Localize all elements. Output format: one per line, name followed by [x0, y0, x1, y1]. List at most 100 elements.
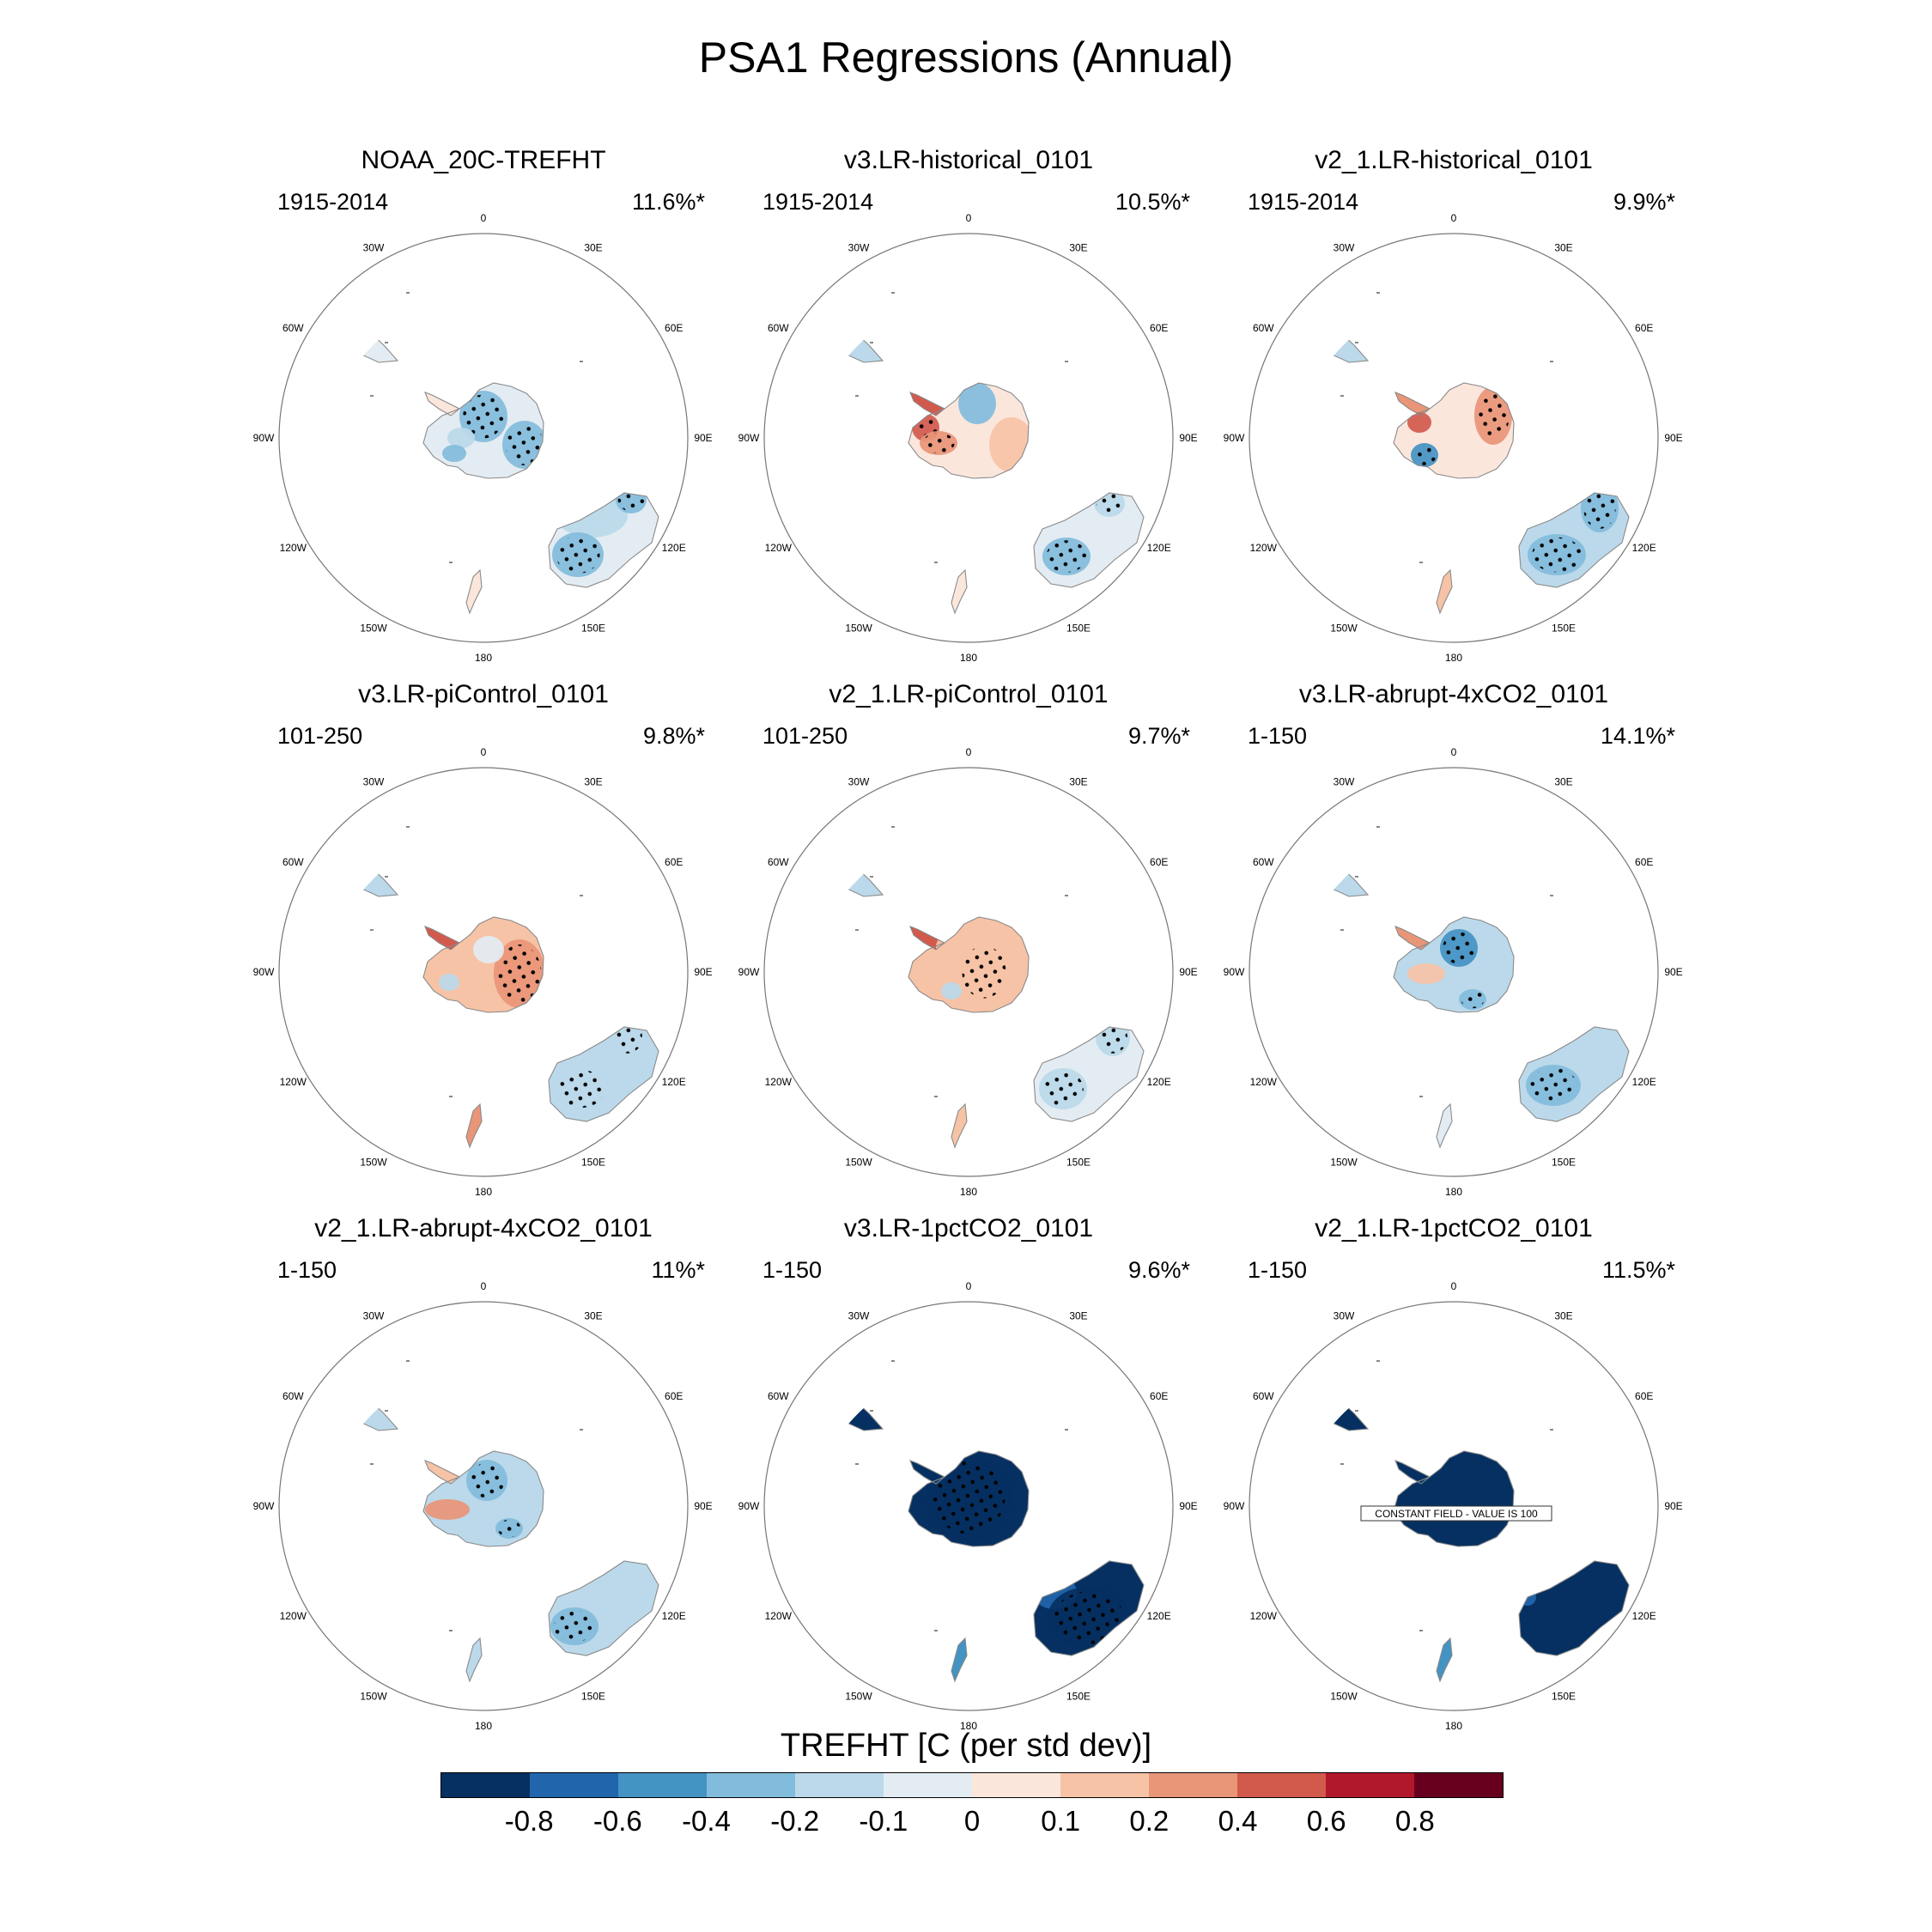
island: [1340, 395, 1344, 397]
land-peninsula: [910, 927, 945, 950]
longitude-label: 150W: [1330, 623, 1358, 635]
island: [1550, 1429, 1553, 1431]
colorbar-swatch: [1060, 1773, 1149, 1797]
island: [1355, 1410, 1358, 1412]
island: [385, 342, 388, 343]
anomaly-patch: [809, 1393, 850, 1424]
longitude-label: 120E: [662, 542, 686, 554]
longitude-label: 60E: [665, 856, 683, 868]
land-nz: [466, 570, 482, 613]
island: [1419, 562, 1423, 563]
significance-stipple: [1284, 827, 1314, 877]
map-boundary: [278, 233, 689, 643]
polar-map: 0 30E 60E 90E 120E 150E 180 150W 120W 90W 60W 30W: [738, 212, 1198, 664]
panel-period: 1-150: [1248, 1257, 1308, 1283]
colorbar-tick-label: -0.8: [504, 1805, 554, 1837]
land-nz: [951, 1104, 967, 1147]
significance-stipple: [617, 488, 645, 512]
longitude-label: 90W: [738, 432, 760, 444]
longitude-label: 30E: [584, 241, 602, 253]
land-nz: [1437, 1638, 1452, 1681]
island: [1376, 1360, 1380, 1362]
island: [891, 1360, 895, 1362]
longitude-label: 0: [481, 212, 487, 224]
longitude-label: 90W: [253, 966, 275, 978]
island: [891, 292, 895, 294]
land-madagascar: [617, 292, 624, 311]
constant-field-text: CONSTANT FIELD - VALUE IS 100: [1375, 1508, 1538, 1520]
longitude-label: 60E: [665, 1390, 683, 1402]
land-nz: [466, 1638, 482, 1681]
map-boundary: [763, 767, 1174, 1177]
land-madagascar: [1102, 292, 1109, 311]
longitude-label: 150E: [1066, 1157, 1091, 1169]
island: [891, 826, 895, 828]
land-peninsula: [425, 927, 459, 950]
panel-title: v2_1.LR-abrupt-4xCO2_0101: [314, 1214, 653, 1242]
island: [934, 562, 938, 563]
island: [449, 562, 453, 563]
longitude-label: 60E: [1150, 856, 1168, 868]
colorbar: [440, 1772, 1504, 1798]
map-boundary: [278, 1301, 689, 1711]
colorbar-tick-label: 0.2: [1129, 1805, 1170, 1837]
land-peninsula: [425, 1461, 459, 1484]
colorbar-swatch: [530, 1773, 618, 1797]
longitude-label: 0: [481, 746, 487, 758]
significance-stipple: [1583, 488, 1616, 529]
land-nz: [466, 1104, 482, 1147]
figure-title: PSA1 Regressions (Annual): [698, 33, 1234, 82]
land-peninsula: [1395, 927, 1430, 950]
map-panel: v2_1.LR-1pctCO2_0101 1-150 11.5%* 0 30E 60E 90…: [1213, 1214, 1694, 1764]
land-samerica: [799, 285, 883, 362]
panel-variance-pct: 10.5%*: [1115, 189, 1190, 215]
longitude-label: 90W: [1224, 432, 1245, 444]
land-madagascar: [1587, 826, 1595, 845]
island: [580, 1429, 583, 1431]
significance-stipple: [922, 433, 955, 453]
anomaly-patch: [313, 819, 358, 878]
map-boundary: [1249, 767, 1659, 1177]
longitude-label: 90E: [1179, 1500, 1197, 1512]
longitude-label: 150E: [1066, 623, 1091, 635]
panel-period: 1915-2014: [762, 189, 874, 215]
longitude-label: 180: [475, 1186, 492, 1198]
land-samerica: [313, 819, 398, 896]
constant-field-note: CONSTANT FIELD - VALUE IS 100: [1360, 1505, 1552, 1522]
longitude-label: 60W: [768, 322, 789, 334]
longitude-label: 30W: [363, 775, 385, 787]
island: [580, 361, 583, 362]
longitude-label: 120W: [280, 1076, 307, 1088]
panel-period: 1-150: [762, 1257, 823, 1283]
longitude-label: 90W: [253, 1500, 275, 1512]
land-peninsula: [910, 392, 945, 416]
significance-stipple: [962, 945, 1006, 999]
longitude-label: 150E: [581, 623, 605, 635]
island: [385, 1410, 388, 1412]
anomaly-patch: [447, 428, 475, 448]
longitude-label: 30E: [1069, 775, 1087, 787]
longitude-label: 0: [1451, 212, 1457, 224]
island: [855, 929, 859, 931]
polar-map: 0 30E 60E 90E 120E 150E 180 150W 120W 90W 60W 30W: [1224, 212, 1683, 664]
longitude-label: 60E: [1635, 856, 1653, 868]
longitude-label: 30W: [848, 1309, 870, 1321]
longitude-label: 120W: [1250, 1076, 1278, 1088]
land-peninsula: [1395, 392, 1430, 416]
map-panel: NOAA_20C-TREFHT 1915-2014 11.6%* 0 30E 60E 90E…: [243, 146, 724, 696]
panel-period: 101-250: [762, 723, 848, 749]
land-antarctica: [1394, 1451, 1514, 1546]
longitude-label: 120E: [1147, 542, 1171, 554]
colorbar-swatch: [1326, 1773, 1414, 1797]
longitude-label: 30E: [1069, 241, 1087, 253]
land-nz: [951, 570, 967, 613]
significance-stipple: [505, 424, 544, 465]
longitude-label: 30W: [363, 1309, 385, 1321]
map-boundary: [1249, 233, 1659, 643]
island: [449, 1096, 453, 1097]
longitude-label: 90W: [738, 966, 760, 978]
longitude-label: 60W: [768, 856, 789, 868]
map-boundary: [763, 233, 1174, 643]
longitude-label: 90E: [694, 1500, 712, 1512]
panel-variance-pct: 11%*: [651, 1257, 705, 1283]
